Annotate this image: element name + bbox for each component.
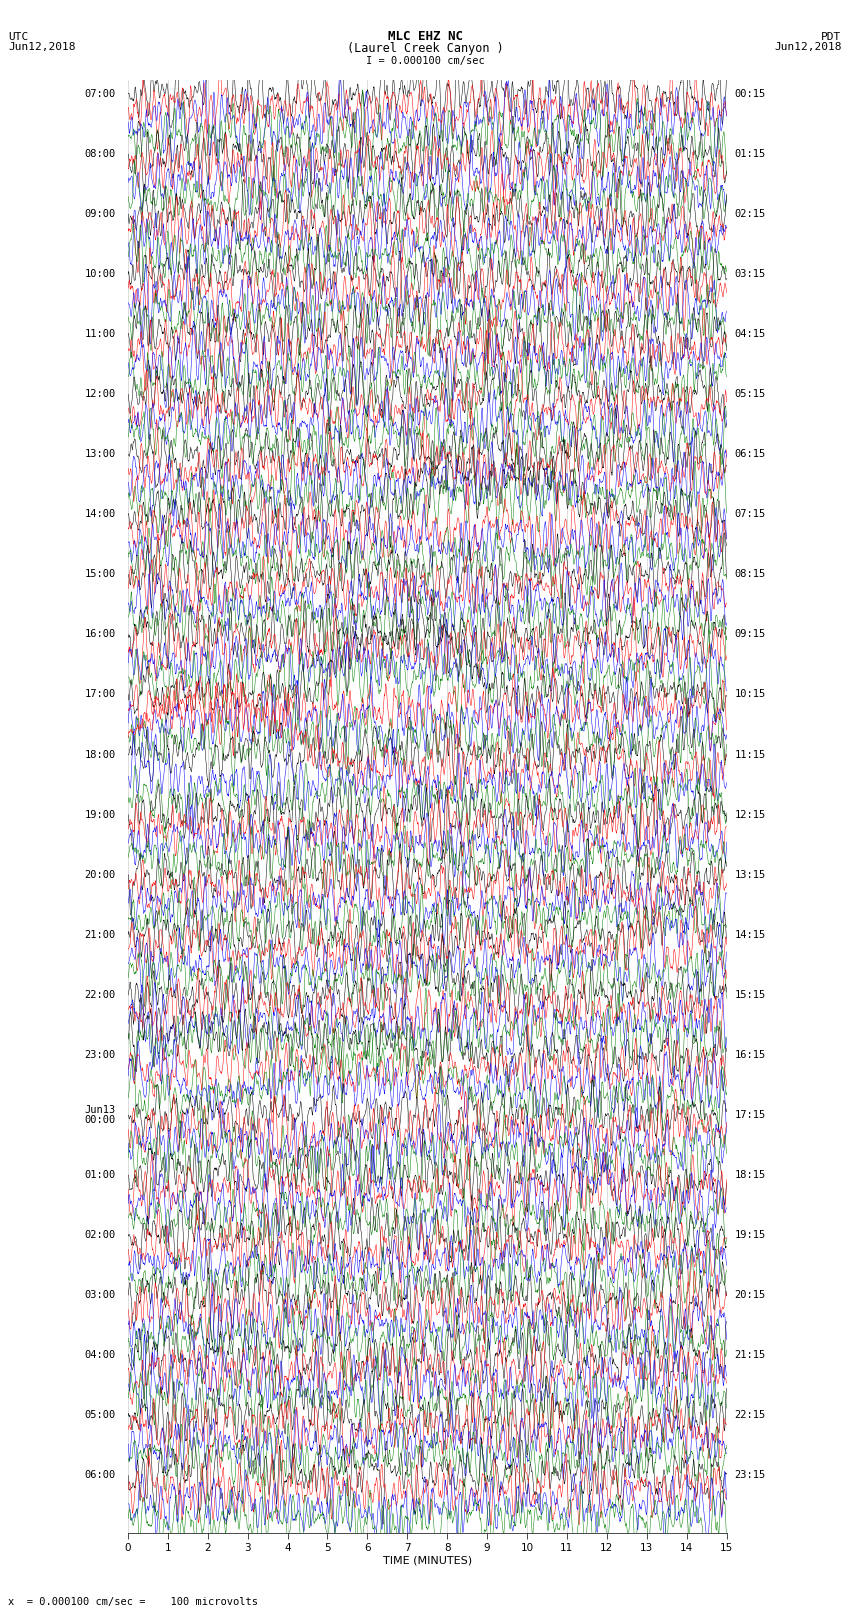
- Text: 09:15: 09:15: [734, 629, 766, 639]
- Text: 18:15: 18:15: [734, 1169, 766, 1181]
- Text: Jun12,2018: Jun12,2018: [774, 42, 842, 52]
- Text: MLC EHZ NC: MLC EHZ NC: [388, 29, 462, 44]
- Text: 08:00: 08:00: [85, 148, 116, 160]
- X-axis label: TIME (MINUTES): TIME (MINUTES): [382, 1555, 472, 1566]
- Text: 05:15: 05:15: [734, 389, 766, 398]
- Text: 18:00: 18:00: [85, 750, 116, 760]
- Text: 02:15: 02:15: [734, 210, 766, 219]
- Text: 14:00: 14:00: [85, 510, 116, 519]
- Text: 00:15: 00:15: [734, 89, 766, 98]
- Text: 16:15: 16:15: [734, 1050, 766, 1060]
- Text: 22:00: 22:00: [85, 990, 116, 1000]
- Text: 23:00: 23:00: [85, 1050, 116, 1060]
- Text: 12:15: 12:15: [734, 810, 766, 819]
- Text: (Laurel Creek Canyon ): (Laurel Creek Canyon ): [347, 42, 503, 55]
- Text: 04:15: 04:15: [734, 329, 766, 339]
- Text: 23:15: 23:15: [734, 1471, 766, 1481]
- Text: PDT: PDT: [821, 32, 842, 42]
- Text: 01:15: 01:15: [734, 148, 766, 160]
- Text: 21:00: 21:00: [85, 929, 116, 940]
- Text: Jun12,2018: Jun12,2018: [8, 42, 76, 52]
- Text: 11:15: 11:15: [734, 750, 766, 760]
- Text: 08:15: 08:15: [734, 569, 766, 579]
- Text: 20:00: 20:00: [85, 869, 116, 879]
- Text: I = 0.000100 cm/sec: I = 0.000100 cm/sec: [366, 56, 484, 66]
- Text: 05:00: 05:00: [85, 1410, 116, 1421]
- Text: 11:00: 11:00: [85, 329, 116, 339]
- Text: 19:15: 19:15: [734, 1231, 766, 1240]
- Text: 06:15: 06:15: [734, 450, 766, 460]
- Text: 14:15: 14:15: [734, 929, 766, 940]
- Text: 13:15: 13:15: [734, 869, 766, 879]
- Text: 07:15: 07:15: [734, 510, 766, 519]
- Text: 20:15: 20:15: [734, 1290, 766, 1300]
- Text: 04:00: 04:00: [85, 1350, 116, 1360]
- Text: 10:00: 10:00: [85, 269, 116, 279]
- Text: UTC: UTC: [8, 32, 29, 42]
- Text: 17:15: 17:15: [734, 1110, 766, 1119]
- Text: 12:00: 12:00: [85, 389, 116, 398]
- Text: 10:15: 10:15: [734, 689, 766, 700]
- Text: 03:15: 03:15: [734, 269, 766, 279]
- Text: 13:00: 13:00: [85, 450, 116, 460]
- Text: 17:00: 17:00: [85, 689, 116, 700]
- Text: 15:00: 15:00: [85, 569, 116, 579]
- Text: 06:00: 06:00: [85, 1471, 116, 1481]
- Text: 03:00: 03:00: [85, 1290, 116, 1300]
- Text: Jun13
00:00: Jun13 00:00: [85, 1105, 116, 1124]
- Text: 16:00: 16:00: [85, 629, 116, 639]
- Text: 01:00: 01:00: [85, 1169, 116, 1181]
- Text: x  = 0.000100 cm/sec =    100 microvolts: x = 0.000100 cm/sec = 100 microvolts: [8, 1597, 258, 1607]
- Text: 19:00: 19:00: [85, 810, 116, 819]
- Text: 09:00: 09:00: [85, 210, 116, 219]
- Text: 21:15: 21:15: [734, 1350, 766, 1360]
- Text: 22:15: 22:15: [734, 1410, 766, 1421]
- Text: 15:15: 15:15: [734, 990, 766, 1000]
- Text: 02:00: 02:00: [85, 1231, 116, 1240]
- Text: 07:00: 07:00: [85, 89, 116, 98]
